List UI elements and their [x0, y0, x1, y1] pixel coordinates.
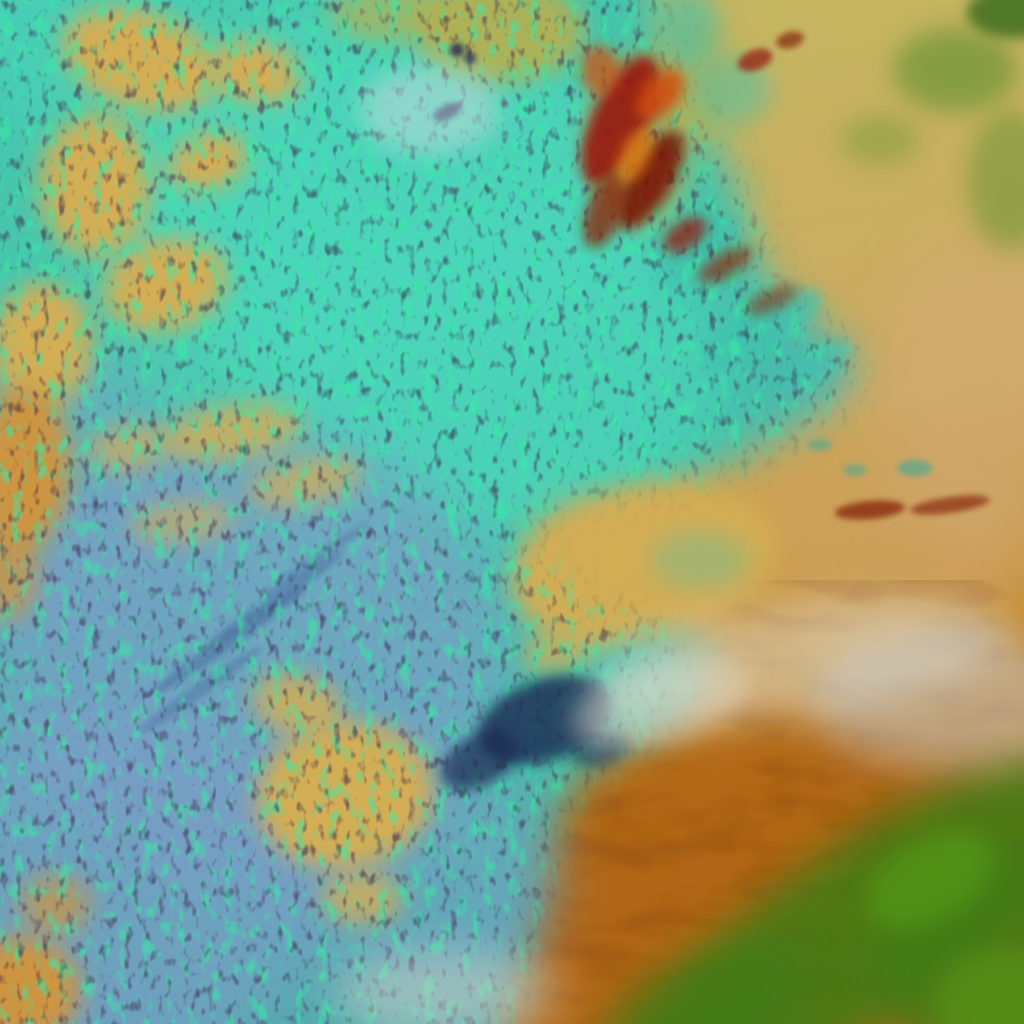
red-streaks [580, 31, 804, 315]
haze-bands [335, 65, 1024, 1024]
plain-scribbles [808, 439, 990, 520]
